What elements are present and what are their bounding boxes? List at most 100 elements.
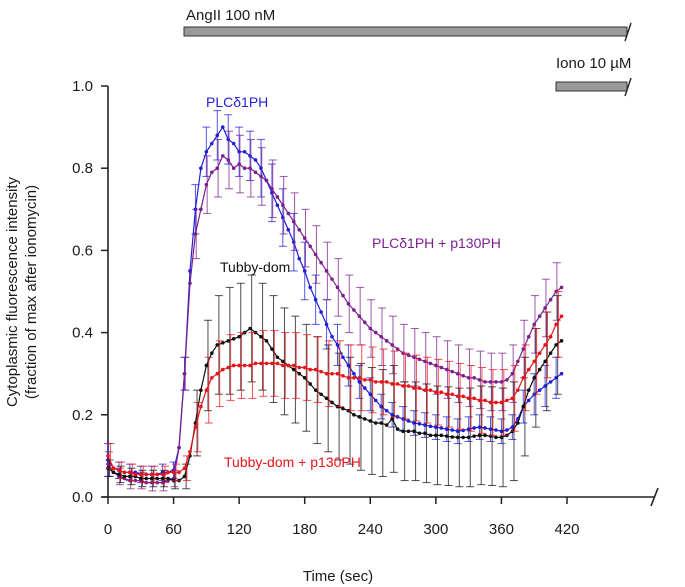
data-point	[199, 388, 203, 392]
data-point	[220, 154, 225, 158]
data-point	[319, 260, 323, 265]
data-point	[346, 376, 351, 380]
series-label: PLCδ1PH + p130PH	[372, 235, 501, 251]
data-point	[111, 470, 116, 475]
data-point	[537, 367, 542, 372]
data-point	[106, 454, 110, 458]
y-tick-label: 0.0	[72, 489, 93, 506]
data-point	[477, 398, 482, 403]
data-point	[439, 390, 444, 394]
data-point	[483, 398, 487, 403]
data-point	[368, 326, 373, 331]
data-point	[554, 322, 558, 327]
data-point	[428, 424, 433, 429]
data-point	[477, 425, 482, 429]
data-point	[455, 429, 460, 434]
data-point	[210, 351, 214, 355]
data-point	[548, 380, 553, 384]
data-point	[215, 133, 220, 138]
data-point	[286, 363, 291, 368]
data-point	[434, 390, 438, 394]
data-point	[559, 285, 564, 290]
data-point	[182, 466, 187, 471]
data-point	[483, 380, 487, 384]
data-point	[368, 378, 373, 382]
data-point	[444, 367, 449, 372]
data-point	[237, 363, 241, 368]
data-point	[543, 359, 547, 364]
data-point	[488, 427, 493, 431]
data-point	[352, 413, 356, 417]
data-point	[379, 421, 384, 425]
y-axis-title: Cytoplasmic fluorescence intensity (frac…	[4, 176, 40, 407]
data-point	[302, 376, 307, 380]
data-point	[357, 415, 362, 419]
treatment-bar-break-mark	[624, 22, 632, 42]
data-point	[237, 162, 241, 166]
x-axis-break-mark	[650, 487, 659, 507]
data-point	[253, 170, 258, 175]
data-point	[417, 357, 422, 362]
data-point	[286, 211, 291, 216]
data-point	[559, 314, 564, 318]
data-point	[395, 382, 400, 386]
data-point	[302, 236, 307, 240]
data-point	[483, 433, 487, 438]
data-point	[122, 474, 127, 479]
data-point	[248, 166, 252, 170]
data-point	[341, 293, 345, 298]
data-point	[308, 382, 312, 386]
data-point	[226, 158, 231, 162]
data-point	[450, 392, 455, 397]
data-point	[149, 472, 154, 477]
treatment-bar	[555, 81, 628, 92]
treatment-bars: AngII 100 nM Iono 10 µM	[183, 7, 632, 97]
data-point	[554, 343, 558, 347]
data-point	[182, 474, 187, 479]
data-point	[155, 472, 159, 477]
data-point	[330, 277, 334, 281]
x-tick-label: 60	[165, 521, 182, 538]
data-point	[297, 365, 302, 370]
data-point	[455, 394, 460, 399]
data-point	[341, 373, 345, 378]
data-point	[373, 398, 378, 403]
treatment-bar	[183, 26, 628, 37]
data-point	[160, 476, 165, 481]
data-point	[204, 182, 209, 187]
data-point	[559, 371, 564, 376]
data-point	[455, 371, 460, 376]
data-point	[275, 203, 280, 207]
data-point	[330, 371, 334, 376]
data-point	[242, 363, 247, 368]
data-point	[330, 400, 334, 405]
data-point	[532, 322, 537, 327]
data-point	[472, 376, 476, 380]
data-point	[177, 470, 181, 475]
data-point	[231, 363, 236, 368]
y-tick-label: 0.6	[72, 242, 93, 259]
y-tick-label: 1.0	[72, 78, 93, 95]
data-point	[450, 369, 455, 374]
data-point	[510, 425, 515, 429]
data-point	[526, 334, 531, 339]
data-point	[133, 472, 138, 477]
data-point	[384, 339, 389, 343]
data-point	[510, 396, 515, 401]
data-point	[472, 434, 476, 438]
data-point	[335, 371, 340, 376]
data-point	[412, 421, 416, 425]
series-layer	[104, 110, 564, 492]
data-point	[215, 371, 220, 376]
data-point	[505, 398, 509, 403]
data-point	[428, 388, 433, 392]
data-point	[434, 433, 438, 438]
axes: 0.0 0.2 0.4 0.6 0.8 1.0 0 60 120 180 240 300 360 420	[72, 78, 659, 538]
data-point	[346, 363, 351, 368]
data-point	[428, 433, 433, 438]
data-point	[275, 361, 280, 366]
data-point	[357, 380, 362, 384]
data-point	[188, 449, 192, 454]
treatment-bar-label: Iono 10 µM	[556, 55, 631, 72]
data-point	[423, 431, 427, 436]
